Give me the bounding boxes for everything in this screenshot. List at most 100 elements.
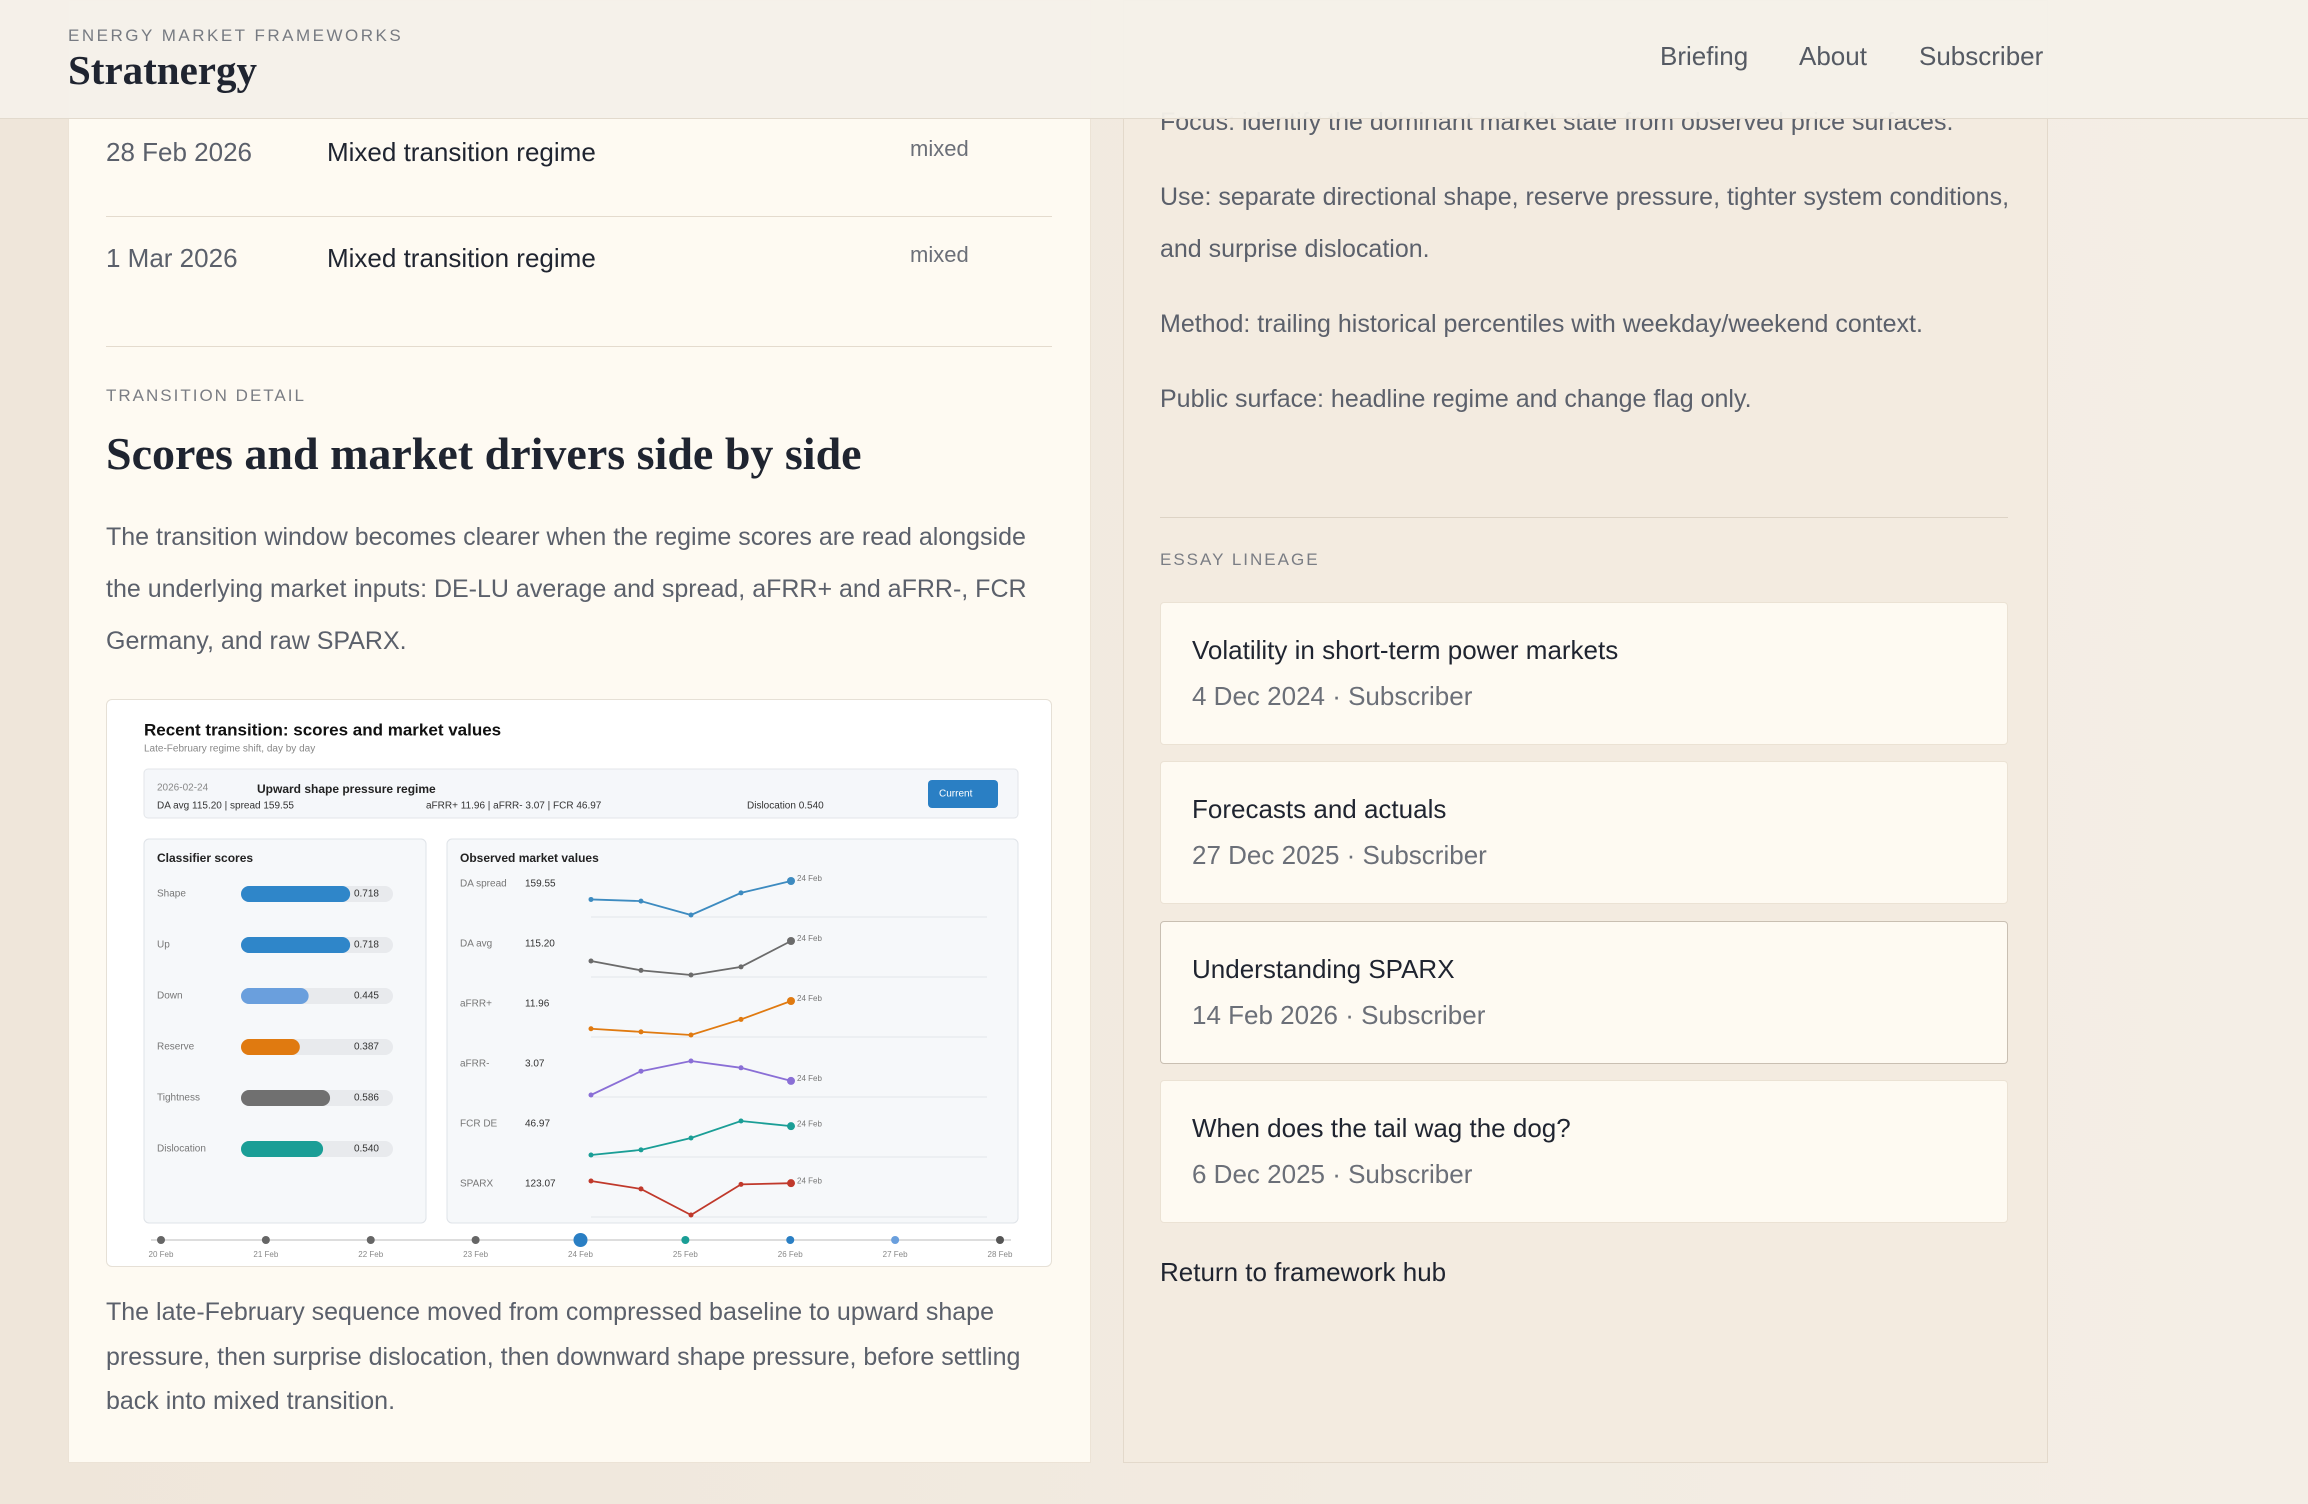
series-point [638, 1186, 644, 1192]
series-point [638, 898, 644, 904]
series-point [787, 1179, 795, 1188]
series-value: 3.07 [525, 1059, 545, 1070]
timeline-dot [573, 1233, 588, 1247]
note: Public surface: headline regime and chan… [1160, 385, 1752, 413]
score-value: 0.387 [354, 1042, 379, 1053]
essay-title: Understanding SPARX [1192, 954, 1455, 984]
row-date: 28 Feb 2026 [106, 137, 253, 167]
timeline-label: 21 Feb [253, 1250, 278, 1259]
score-label: Down [157, 991, 183, 1002]
row-date: 1 Mar 2026 [106, 243, 238, 273]
row-tag: mixed [910, 136, 969, 161]
series-point [688, 912, 694, 918]
nav-link[interactable]: Subscriber [1919, 41, 2044, 71]
series-point [638, 1068, 644, 1074]
markets-panel [446, 838, 1019, 1224]
score-label: Tightness [157, 1093, 200, 1104]
series-point [588, 1026, 594, 1032]
series-end-label: 24 Feb [797, 1074, 822, 1083]
banner-inputs: DA avg 115.20 | spread 159.55 [157, 801, 294, 812]
divider [1160, 517, 2008, 518]
row-regime: Mixed transition regime [327, 243, 596, 273]
timeline-label: 22 Feb [358, 1250, 383, 1259]
section-eyebrow: TRANSITION DETAIL [106, 386, 306, 405]
series-end-label: 24 Feb [797, 1176, 822, 1185]
series-point [588, 896, 594, 902]
score-label: Reserve [157, 1042, 195, 1053]
timeline-dot [471, 1236, 480, 1244]
series-point [738, 1016, 744, 1022]
score-bar [241, 937, 351, 953]
essay-card[interactable]: Volatility in short-term power markets 4 … [1160, 602, 2008, 745]
nav-link[interactable]: About [1799, 41, 1867, 71]
notes: Focus: identify the dominant market stat… [1160, 96, 2020, 425]
essay-card[interactable]: Understanding SPARX 14 Feb 2026 · Subscri… [1160, 921, 2008, 1064]
divider [106, 216, 1052, 217]
figure-chart: Recent transition: scores and market val… [143, 720, 1019, 1259]
timeline-label: 23 Feb [463, 1250, 488, 1259]
series-label: aFRR+ [460, 999, 492, 1010]
timeline-label: 20 Feb [149, 1250, 174, 1259]
series-point [688, 1058, 694, 1064]
essay-title: Volatility in short-term power markets [1192, 635, 1619, 665]
score-label: Dislocation [157, 1144, 206, 1155]
timeline-label: 28 Feb [988, 1250, 1013, 1259]
header-eyebrow: ENERGY MARKET FRAMEWORKS [68, 26, 404, 45]
scores-panel [143, 838, 427, 1224]
essay-title: Forecasts and actuals [1192, 794, 1447, 824]
timeline-dot [786, 1236, 795, 1244]
banner-date: 2026-02-24 [157, 783, 209, 794]
site-header: ENERGY MARKET FRAMEWORKS Stratnergy Brie… [0, 0, 2308, 119]
score-bar [241, 886, 351, 902]
essay-meta: 14 Feb 2026 · Subscriber [1192, 1000, 1486, 1030]
timeline-label: 27 Feb [883, 1250, 908, 1259]
brand[interactable]: Stratnergy [68, 47, 258, 93]
return-link[interactable]: Return to framework hub [1160, 1257, 1447, 1287]
timeline-label: 24 Feb [568, 1250, 593, 1259]
series-point [638, 967, 644, 973]
row-tag: mixed [910, 242, 969, 267]
series-point [738, 1065, 744, 1071]
series-label: aFRR- [460, 1059, 489, 1070]
timeline-dot [261, 1236, 270, 1244]
series-point [588, 1092, 594, 1098]
essay-card[interactable]: When does the tail wag the dog? 6 Dec 202… [1160, 1080, 2008, 1223]
series-label: FCR DE [460, 1119, 498, 1130]
essay-meta: 4 Dec 2024 · Subscriber [1192, 681, 1473, 711]
essay-meta: 27 Dec 2025 · Subscriber [1192, 840, 1487, 870]
series-point [738, 1118, 744, 1124]
essay-card[interactable]: Forecasts and actuals 27 Dec 2025 · Subsc… [1160, 761, 2008, 904]
series-label: DA avg [460, 939, 492, 950]
banner-dislocation: Dislocation 0.540 [747, 801, 824, 812]
series-value: 11.96 [525, 999, 550, 1010]
series-point [638, 1147, 644, 1153]
score-label: Up [157, 940, 170, 951]
series-point [688, 972, 694, 978]
current-button-label: Current [939, 789, 973, 800]
series-point [688, 1032, 694, 1038]
score-value: 0.540 [354, 1144, 379, 1155]
series-label: SPARX [460, 1179, 493, 1190]
series-point [787, 1122, 795, 1131]
current-button[interactable] [928, 780, 998, 808]
score-bar [241, 1039, 300, 1055]
timeline-dot [681, 1236, 690, 1244]
banner-regime: Upward shape pressure regime [257, 782, 436, 796]
nav-link[interactable]: Briefing [1660, 41, 1749, 71]
score-bar [241, 988, 309, 1004]
series-point [688, 1212, 694, 1218]
series-value: 123.07 [525, 1179, 556, 1190]
series-end-label: 24 Feb [797, 994, 822, 1003]
score-value: 0.718 [354, 940, 379, 951]
timeline-label: 25 Feb [673, 1250, 698, 1259]
score-label: Shape [157, 889, 186, 900]
section-heading: Scores and market drivers side by side [106, 428, 862, 479]
score-value: 0.445 [354, 991, 379, 1002]
timeline-dot [157, 1236, 165, 1244]
score-value: 0.586 [354, 1093, 379, 1104]
intro-text: The transition window becomes clearer wh… [106, 523, 1027, 655]
note: Method: trailing historical percentiles … [1160, 310, 1923, 338]
series-end-label: 24 Feb [797, 1119, 822, 1128]
series-point [638, 1029, 644, 1035]
series-value: 159.55 [525, 879, 556, 890]
